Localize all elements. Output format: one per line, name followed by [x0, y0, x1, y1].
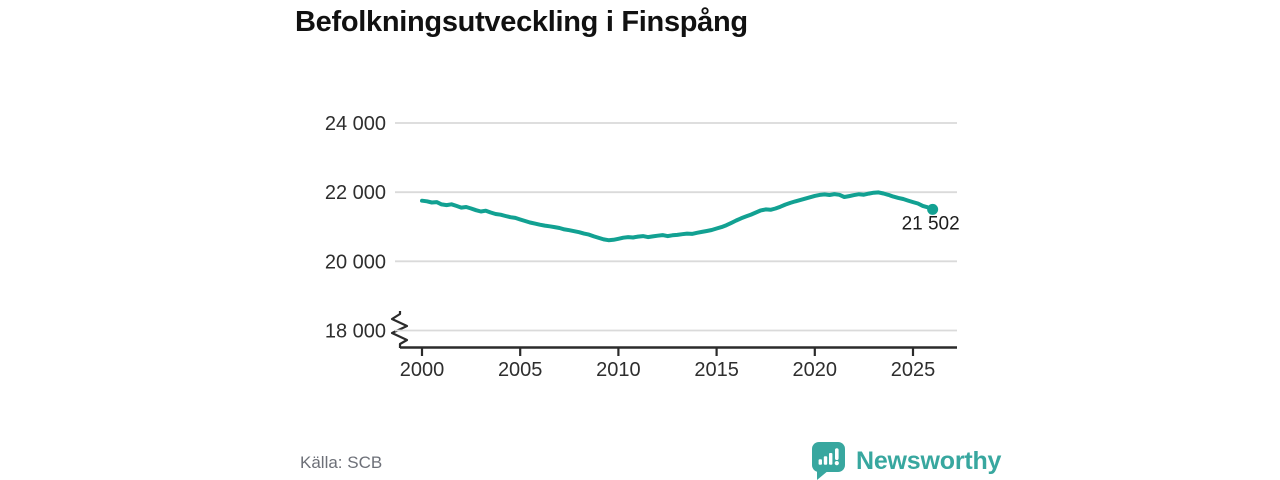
last-value-label: 21 502 [902, 213, 960, 234]
y-tick-label: 20 000 [325, 251, 386, 273]
x-tick-label: 2010 [596, 359, 641, 381]
y-axis-labels: 24 000 22 000 20 000 18 000 [325, 113, 386, 343]
chart-title: Befolkningsutveckling i Finspång [295, 6, 748, 38]
y-axis-break-icon [390, 311, 409, 348]
newsworthy-logo-text: Newsworthy [856, 446, 1002, 475]
newsworthy-logo-link[interactable]: Newsworthy [810, 440, 1001, 480]
newsworthy-bubble-icon [812, 442, 845, 480]
y-tick-label: 22 000 [325, 182, 386, 204]
x-tick-label: 2020 [793, 359, 838, 381]
gridlines [395, 122, 957, 332]
population-series: 21 502 [420, 190, 960, 243]
x-tick-label: 2015 [694, 359, 739, 381]
x-tick-label: 2000 [400, 359, 445, 381]
last-point-dot [927, 203, 939, 215]
x-axis-ticks-labels: 2000 2005 2010 2015 2020 2025 [400, 348, 936, 381]
x-tick-label: 2005 [498, 359, 543, 381]
population-line [420, 190, 935, 243]
source-label: Källa: SCB [300, 453, 383, 472]
y-tick-label: 24 000 [325, 113, 386, 135]
x-tick-label: 2025 [891, 359, 936, 381]
y-tick-label: 18 000 [325, 321, 386, 343]
